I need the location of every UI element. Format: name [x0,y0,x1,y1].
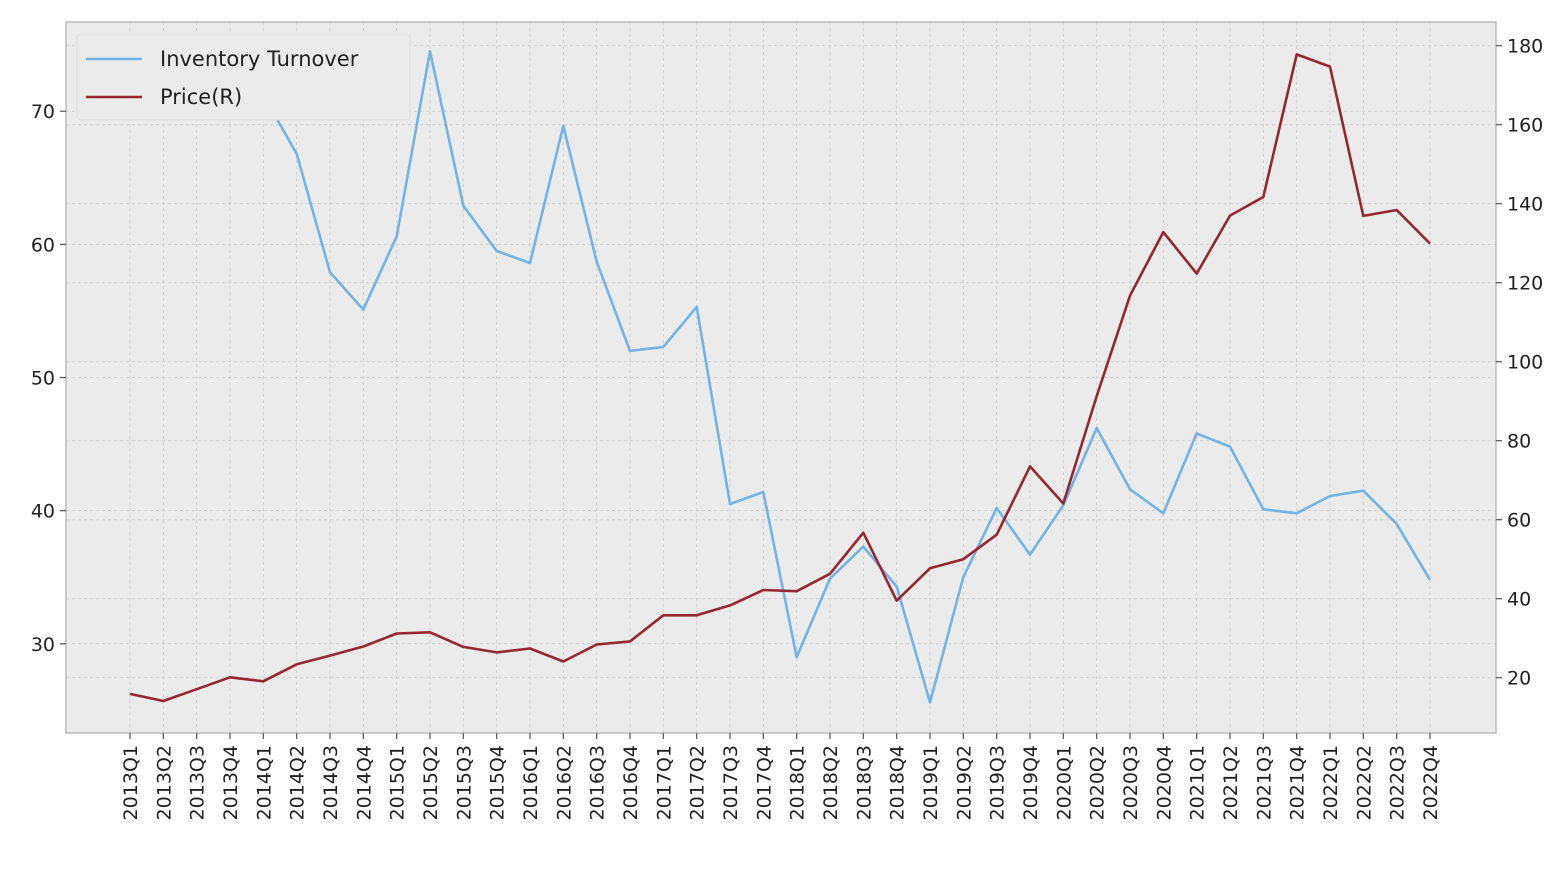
x-tick-label: 2016Q4 [620,745,642,820]
x-tick-label: 2014Q1 [253,745,275,820]
x-tick-label: 2019Q4 [1020,745,1042,820]
grid [66,22,1496,733]
x-tick-label: 2019Q2 [953,745,975,820]
left-tick-label: 30 [31,634,55,656]
x-tick-label: 2015Q2 [420,745,442,820]
right-tick-label: 80 [1507,431,1531,453]
x-tick-label: 2015Q3 [453,745,475,820]
right-tick-label: 40 [1507,589,1531,611]
right-tick-label: 140 [1507,194,1543,216]
x-tick-label: 2018Q3 [853,745,875,820]
x-tick-label: 2013Q3 [187,745,209,820]
x-axis: 2013Q1 2013Q2 2013Q3 2013Q4 2014Q1 2014Q2 2014… [120,733,1442,820]
x-tick-label: 2020Q3 [1120,745,1142,820]
left-y-axis: 30 40 50 60 70 [31,101,66,656]
x-tick-label: 2014Q4 [353,745,375,820]
left-tick-label: 70 [31,101,55,123]
legend-label: Inventory Turnover [160,47,359,71]
x-tick-label: 2015Q1 [387,745,409,820]
left-tick-label: 60 [31,234,55,256]
x-tick-label: 2013Q4 [220,745,242,820]
x-tick-label: 2018Q1 [787,745,809,820]
x-tick-label: 2017Q2 [687,745,709,820]
x-tick-label: 2014Q2 [287,745,309,820]
left-tick-label: 40 [31,501,55,523]
series-layer [129,49,1432,704]
right-tick-label: 120 [1507,273,1543,295]
series-line-0 [262,49,1432,704]
x-tick-label: 2019Q3 [987,745,1009,820]
x-tick-label: 2016Q1 [520,745,542,820]
right-tick-label: 180 [1507,36,1543,58]
x-tick-label: 2013Q1 [120,745,142,820]
x-tick-label: 2017Q4 [753,745,775,820]
x-tick-label: 2013Q2 [153,745,175,820]
x-tick-label: 2018Q4 [887,745,909,820]
x-tick-label: 2022Q2 [1353,745,1375,820]
x-tick-label: 2019Q1 [920,745,942,820]
left-tick-label: 50 [31,368,55,390]
x-tick-label: 2021Q4 [1287,745,1309,820]
x-tick-label: 2016Q2 [553,745,575,820]
x-tick-label: 2020Q2 [1087,745,1109,820]
right-tick-label: 20 [1507,668,1531,690]
x-tick-label: 2015Q4 [487,745,509,820]
x-tick-label: 2021Q1 [1187,745,1209,820]
x-tick-label: 2014Q3 [320,745,342,820]
x-tick-label: 2017Q1 [653,745,675,820]
legend-box [76,33,411,121]
x-tick-label: 2022Q3 [1387,745,1409,820]
x-tick-label: 2018Q2 [820,745,842,820]
x-tick-label: 2020Q4 [1153,745,1175,820]
right-tick-label: 60 [1507,510,1531,532]
x-tick-label: 2022Q1 [1320,745,1342,820]
legend-label: Price(R) [160,85,242,109]
right-tick-label: 100 [1507,352,1543,374]
x-tick-label: 2022Q4 [1420,745,1442,820]
x-tick-label: 2020Q1 [1053,745,1075,820]
right-y-axis: 20 40 60 80 100 120 140 160 180 [1496,36,1543,690]
series-line-1 [129,53,1431,703]
x-tick-label: 2021Q3 [1253,745,1275,820]
x-tick-label: 2021Q2 [1220,745,1242,820]
x-tick-label: 2016Q3 [587,745,609,820]
right-tick-label: 160 [1507,115,1543,137]
legend: Inventory Turnover Price(R) [76,33,411,121]
x-tick-label: 2017Q3 [720,745,742,820]
